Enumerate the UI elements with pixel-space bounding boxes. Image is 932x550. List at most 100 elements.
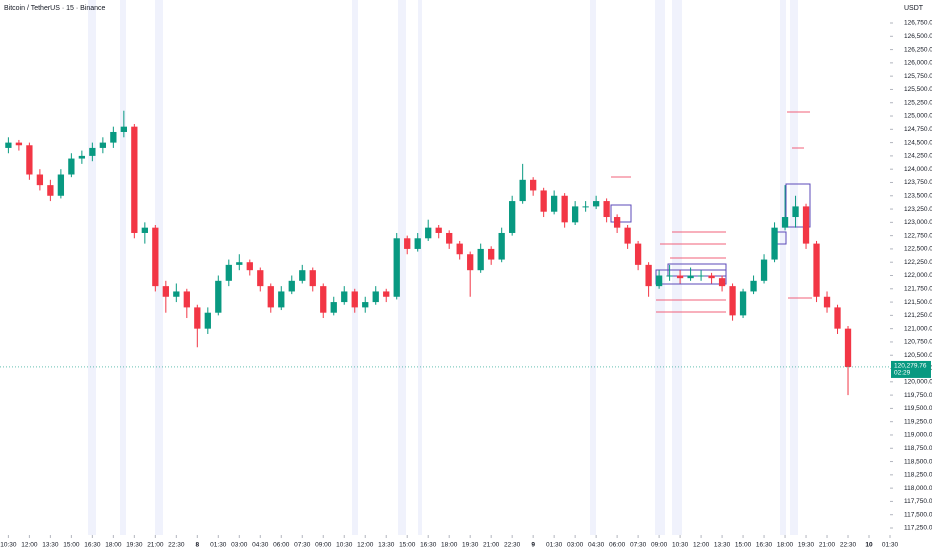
- y-tick-label: 121,750.00: [904, 286, 932, 293]
- candle-body: [246, 262, 253, 271]
- x-tick-label: 01:30: [882, 542, 899, 549]
- y-tick-label: 124,750.00: [904, 126, 932, 133]
- y-tick-label: 123,000.00: [904, 219, 932, 226]
- candle-body: [792, 206, 799, 218]
- x-tick-label: 21:00: [147, 542, 164, 549]
- x-tick-label: 13:30: [714, 542, 731, 549]
- x-tick-label: 10: [865, 542, 873, 549]
- y-tick-label: 119,750.00: [904, 392, 932, 399]
- x-tick-label: 15:00: [63, 542, 80, 549]
- x-tick-label: 10:30: [672, 542, 689, 549]
- candle-body: [750, 280, 757, 292]
- x-tick-label: 12:00: [693, 542, 710, 549]
- y-tick-label: 119,000.00: [904, 432, 932, 439]
- x-tick-label: 22:30: [168, 542, 185, 549]
- candle-body: [309, 270, 316, 287]
- candle-body: [68, 158, 75, 175]
- y-tick-label: 122,500.00: [904, 246, 932, 253]
- x-tick-label: 01:30: [546, 542, 563, 549]
- y-tick-label: 125,500.00: [904, 86, 932, 93]
- candle-body: [57, 174, 65, 196]
- candle-body: [372, 291, 379, 303]
- candle-body: [425, 227, 432, 239]
- x-tick-label: 19:30: [798, 542, 815, 549]
- candle-body: [15, 142, 23, 146]
- candle-body: [120, 126, 127, 132]
- candle-body: [592, 201, 600, 207]
- candle-body: [467, 254, 474, 271]
- session-band: [120, 0, 126, 535]
- candle-body: [383, 291, 390, 297]
- x-tick-label: 19:30: [462, 542, 479, 549]
- candle-body: [718, 278, 726, 287]
- y-tick-label: 124,500.00: [904, 139, 932, 146]
- x-tick-label: 03:00: [567, 542, 584, 549]
- candle-body: [173, 291, 180, 297]
- candle-body: [655, 275, 663, 287]
- x-tick-label: 15:00: [735, 542, 752, 549]
- x-tick-label: 09:00: [651, 542, 668, 549]
- candle-body: [99, 142, 107, 148]
- session-bands: [88, 0, 798, 535]
- candle-body: [435, 227, 442, 233]
- session-band: [780, 0, 786, 535]
- drawing-box: [785, 183, 811, 228]
- y-tick-label: 126,500.00: [904, 33, 932, 40]
- candle-body: [823, 296, 831, 308]
- candle-body: [624, 227, 631, 244]
- y-tick-label: 125,250.00: [904, 99, 932, 106]
- candle-body: [257, 270, 264, 287]
- candle-body: [278, 291, 285, 308]
- candle-body: [634, 243, 642, 265]
- candle-body: [299, 270, 306, 281]
- candle-body: [236, 262, 243, 265]
- x-tick-label: 12:00: [21, 542, 38, 549]
- y-tick-label: 117,750.00: [904, 498, 932, 505]
- candle-body: [729, 286, 736, 316]
- x-tick-label: 16:30: [84, 542, 101, 549]
- x-tick-label: 18:00: [105, 542, 122, 549]
- candle-body: [215, 280, 222, 313]
- y-tick-label: 119,250.00: [904, 418, 932, 425]
- candle-body: [771, 227, 778, 260]
- candle-body: [141, 227, 148, 233]
- candle-body: [351, 291, 358, 308]
- x-tick-label: 10:30: [336, 542, 353, 549]
- candle-body: [666, 275, 673, 277]
- candle-body: [498, 232, 505, 260]
- x-tick-label: 13:30: [42, 542, 59, 549]
- y-tick-label: 119,500.00: [904, 405, 932, 412]
- candle-body: [697, 275, 705, 277]
- candle-body: [551, 195, 558, 212]
- candle-body: [760, 259, 768, 281]
- y-tick-label: 126,000.00: [904, 60, 932, 67]
- candle-body: [194, 307, 201, 329]
- y-tick-label: 120,000.00: [904, 379, 932, 386]
- candle-body: [603, 201, 610, 218]
- x-tick-label: 8: [195, 542, 199, 549]
- candle-body: [687, 275, 694, 279]
- x-tick-label: 12:00: [357, 542, 374, 549]
- y-tick-label: 126,250.00: [904, 46, 932, 53]
- candle-body: [477, 248, 484, 271]
- x-tick-label: 22:30: [504, 542, 521, 549]
- last-price-label: 120,279.76: [894, 363, 927, 370]
- x-tick-label: 21:00: [483, 542, 500, 549]
- candle-body: [739, 291, 747, 316]
- x-tick-label: 18:00: [777, 542, 794, 549]
- drawing-box: [610, 204, 632, 223]
- y-tick-label: 118,500.00: [904, 458, 932, 465]
- candle-body: [78, 155, 86, 159]
- y-tick-label: 124,000.00: [904, 166, 932, 173]
- y-tick-label: 123,750.00: [904, 179, 932, 186]
- y-tick-label: 122,250.00: [904, 259, 932, 266]
- candle-body: [36, 174, 44, 186]
- x-tick-label: 21:00: [819, 542, 836, 549]
- x-tick-label: 01:30: [210, 542, 227, 549]
- candle-body: [152, 227, 159, 287]
- candle-body: [561, 195, 568, 223]
- candle-body: [844, 328, 852, 367]
- candle-body: [26, 145, 33, 175]
- x-tick-label: 07:30: [294, 542, 311, 549]
